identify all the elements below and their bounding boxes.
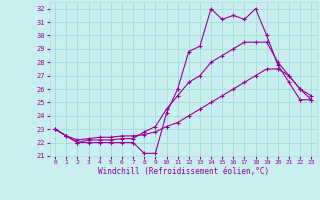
X-axis label: Windchill (Refroidissement éolien,°C): Windchill (Refroidissement éolien,°C) xyxy=(98,167,269,176)
